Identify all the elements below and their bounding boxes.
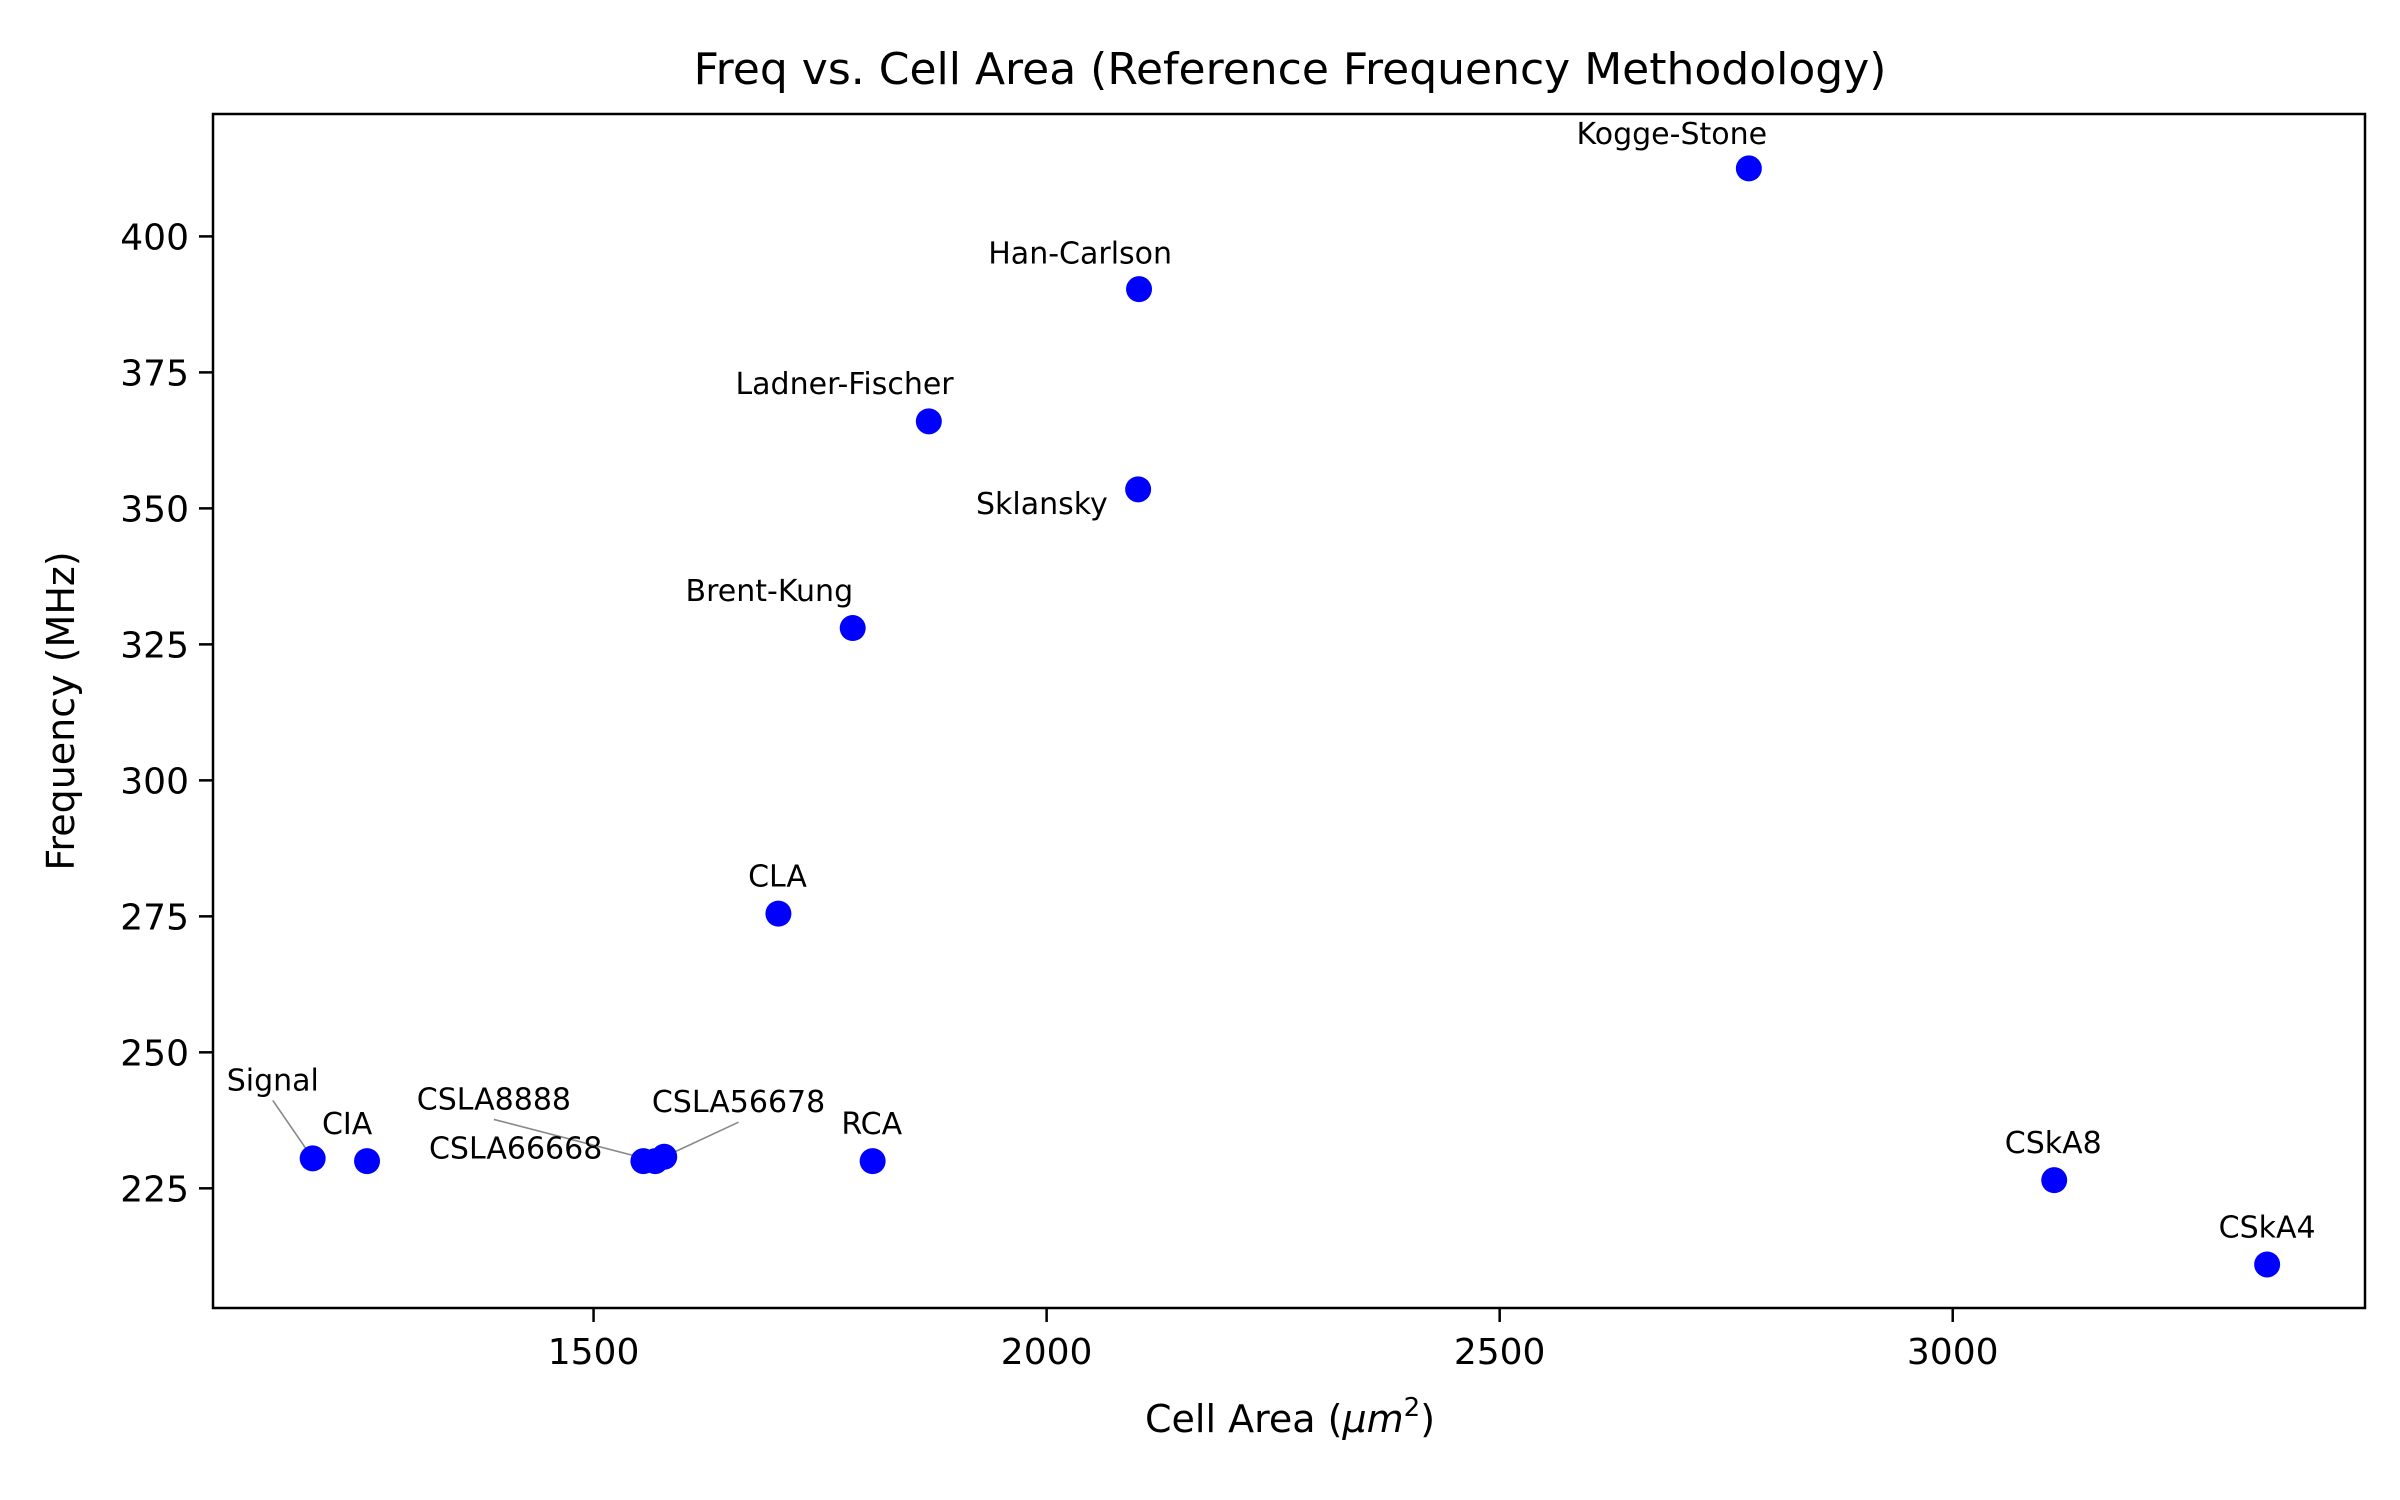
plot-frame [211,112,2367,1310]
data-point-label: CSLA66668 [429,1131,602,1166]
y-tick-label: 350 [120,489,189,530]
data-point-label: Kogge-Stone [1577,117,1768,152]
data-point-label: CSLA8888 [417,1082,571,1117]
data-point-label: RCA [841,1107,902,1142]
data-point-label: CIA [322,1107,373,1142]
data-point [2041,1167,2068,1194]
y-tick-label: 225 [120,1169,189,1210]
y-tick-label: 300 [120,761,189,802]
x-axis-label: Cell Area (μm2) [1145,1393,1435,1441]
data-point [354,1148,381,1175]
data-point [299,1145,326,1172]
data-point-label: CSkA4 [2219,1210,2316,1245]
x-tick-label: 1500 [548,1332,640,1373]
data-point [915,408,942,435]
data-point [765,900,792,927]
data-point [651,1143,678,1170]
data-point-label: Ladner-Fischer [735,367,954,402]
data-point [839,615,866,642]
data-point [1125,476,1152,503]
data-point-label: Han-Carlson [988,237,1172,272]
data-point [1126,276,1153,303]
label-leader-line [493,1118,656,1162]
chart-title: Freq vs. Cell Area (Reference Frequency … [694,44,1887,95]
x-axis: 1500 2000 2500 3000 [548,1308,1999,1373]
x-tick-label: 2000 [1001,1332,1093,1373]
data-point-label: CSkA8 [2005,1126,2102,1161]
data-point-label: CSLA56678 [652,1085,825,1120]
x-tick-label: 2500 [1454,1332,1546,1373]
plot-area: Kogge-Stone Han-Carlson Ladner-Fischer Skla… [227,117,2316,1278]
y-tick-label: 250 [120,1033,189,1074]
data-point-label: Sklansky [976,487,1108,522]
y-tick-label: 325 [120,625,189,666]
label-leader-line [663,1121,739,1158]
y-axis: 225 250 275 300 325 350 375 400 [120,217,213,1210]
data-point [2254,1251,2281,1278]
x-tick-label: 3000 [1907,1332,1999,1373]
data-point-label: Signal [227,1063,319,1098]
y-tick-label: 375 [120,353,189,394]
data-point [859,1148,886,1175]
data-point [1735,155,1762,182]
data-point-label: CLA [748,859,807,894]
data-point [630,1148,657,1175]
y-tick-label: 275 [120,897,189,938]
y-axis-label: Frequency (MHz) [39,551,83,870]
y-tick-label: 400 [120,217,189,258]
data-point-label: Brent-Kung [686,574,854,609]
